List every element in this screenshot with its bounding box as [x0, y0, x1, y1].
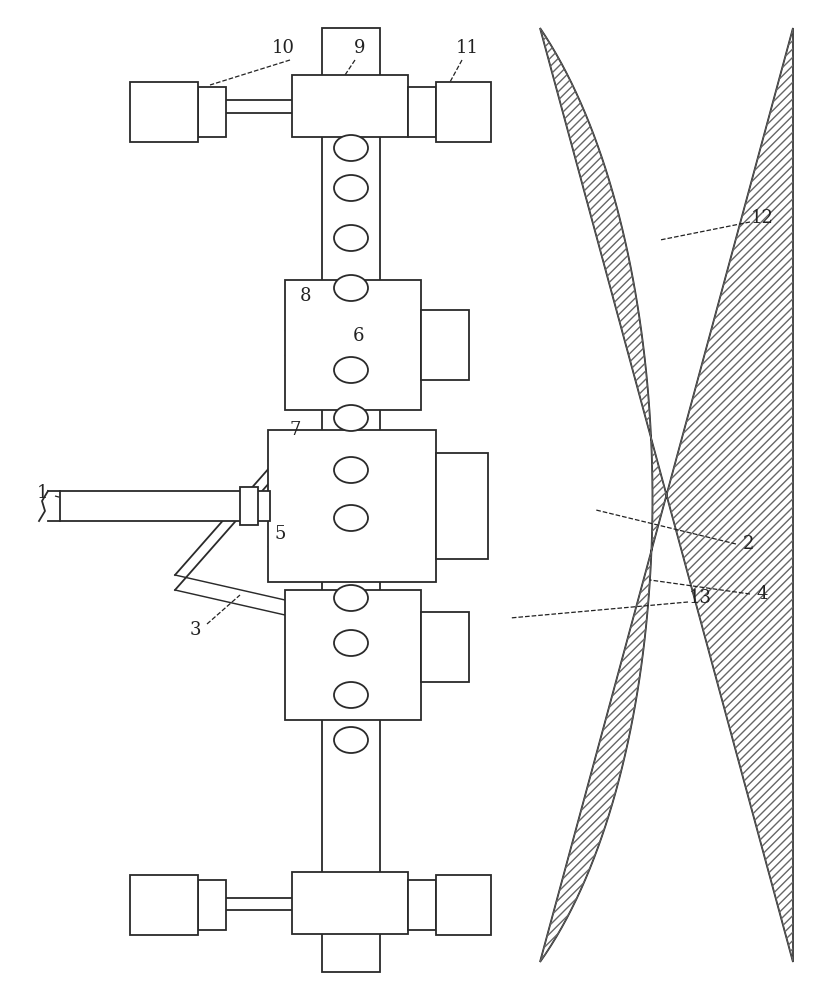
Text: 8: 8 [299, 287, 311, 305]
Text: 13: 13 [689, 589, 711, 607]
Bar [240, 487, 258, 525]
Ellipse shape [334, 405, 368, 431]
Ellipse shape [334, 175, 368, 201]
Bar [130, 82, 198, 142]
Bar [268, 430, 436, 582]
Ellipse shape [334, 275, 368, 301]
Ellipse shape [334, 457, 368, 483]
Ellipse shape [334, 505, 368, 531]
Bar [292, 75, 408, 137]
Bar [285, 280, 421, 410]
Bar [322, 28, 380, 972]
Ellipse shape [334, 585, 368, 611]
Bar [436, 453, 488, 559]
Text: 5: 5 [274, 525, 285, 543]
Text: 10: 10 [272, 39, 294, 57]
Bar [285, 590, 421, 720]
Text: 12: 12 [750, 209, 773, 227]
Bar [198, 87, 226, 137]
Text: 2: 2 [742, 535, 754, 553]
Ellipse shape [334, 727, 368, 753]
Text: 9: 9 [354, 39, 366, 57]
Bar [198, 880, 226, 930]
Bar [421, 310, 469, 380]
Text: 11: 11 [455, 39, 479, 57]
Polygon shape [540, 28, 793, 962]
Ellipse shape [334, 357, 368, 383]
Bar [408, 87, 436, 137]
Bar [421, 612, 469, 682]
Ellipse shape [334, 225, 368, 251]
Text: 6: 6 [352, 327, 363, 345]
Bar [436, 875, 491, 935]
Bar [436, 82, 491, 142]
Ellipse shape [334, 135, 368, 161]
Text: 3: 3 [189, 621, 201, 639]
Bar [292, 872, 408, 934]
Text: 4: 4 [756, 585, 767, 603]
Text: 1: 1 [37, 484, 48, 502]
Bar [60, 491, 270, 521]
Ellipse shape [334, 682, 368, 708]
Text: 7: 7 [289, 421, 301, 439]
Ellipse shape [334, 630, 368, 656]
Bar [408, 880, 436, 930]
Bar [130, 875, 198, 935]
